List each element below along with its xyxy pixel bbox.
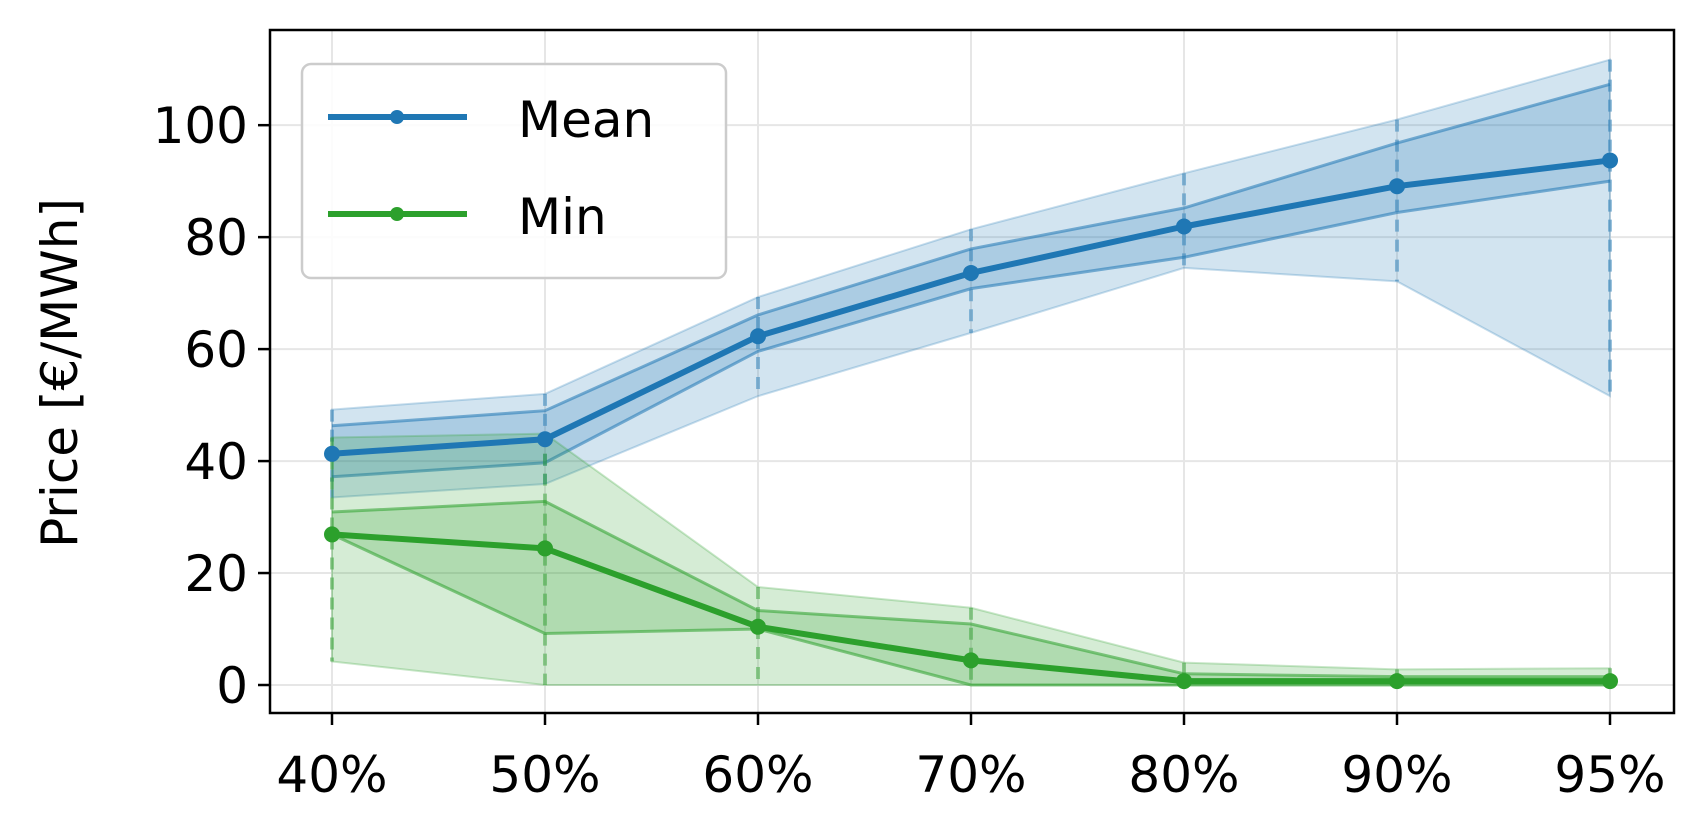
x-tick-label-2: 60% [702, 746, 813, 804]
data-point-mean-1 [537, 431, 553, 448]
data-point-mean-5 [1389, 178, 1405, 195]
legend-marker-min [390, 207, 404, 221]
data-point-min-1 [537, 540, 553, 557]
x-axis-ticks: 40% 50% 60% 70% 80% 90% 95% [276, 713, 1666, 804]
data-point-mean-2 [750, 328, 766, 345]
x-tick-label-6: 95% [1554, 746, 1665, 804]
x-tick-label-1: 50% [489, 746, 600, 804]
inner-band-upper-edge-mean [331, 82, 1611, 428]
legend-marker-mean [390, 110, 404, 124]
data-point-min-4 [1176, 673, 1192, 690]
data-point-mean-4 [1176, 218, 1192, 235]
x-tick-label-4: 80% [1128, 746, 1239, 804]
x-tick-label-5: 90% [1341, 746, 1452, 804]
x-tick-label-0: 40% [276, 746, 387, 804]
inner-band-min [332, 501, 1610, 686]
y-axis-ticks: 0 20 40 60 80 100 [153, 97, 270, 715]
data-point-min-5 [1389, 673, 1405, 690]
y-tick-label-3: 60 [184, 321, 248, 379]
y-tick-label-0: 0 [216, 657, 248, 715]
legend: Mean Min [300, 62, 728, 280]
y-tick-label-5: 100 [153, 97, 248, 155]
y-tick-label-4: 80 [184, 209, 248, 267]
legend-box [300, 62, 728, 280]
y-tick-label-2: 40 [184, 433, 248, 491]
series-lines [324, 152, 1618, 690]
data-point-min-2 [750, 618, 766, 635]
data-point-mean-0 [324, 445, 340, 462]
x-tick-label-3: 70% [915, 746, 1026, 804]
data-point-min-6 [1602, 673, 1618, 690]
legend-label-min: Min [518, 188, 607, 246]
y-tick-label-1: 20 [184, 545, 248, 603]
data-point-mean-3 [963, 264, 979, 281]
y-axis-title: Price [€/MWh] [31, 198, 89, 548]
legend-label-mean: Mean [518, 91, 654, 149]
data-point-mean-6 [1602, 152, 1618, 169]
data-point-min-0 [324, 526, 340, 543]
data-point-min-3 [963, 652, 979, 669]
grid [270, 30, 1674, 713]
inner-band-lower-edge-mean [331, 179, 1611, 479]
